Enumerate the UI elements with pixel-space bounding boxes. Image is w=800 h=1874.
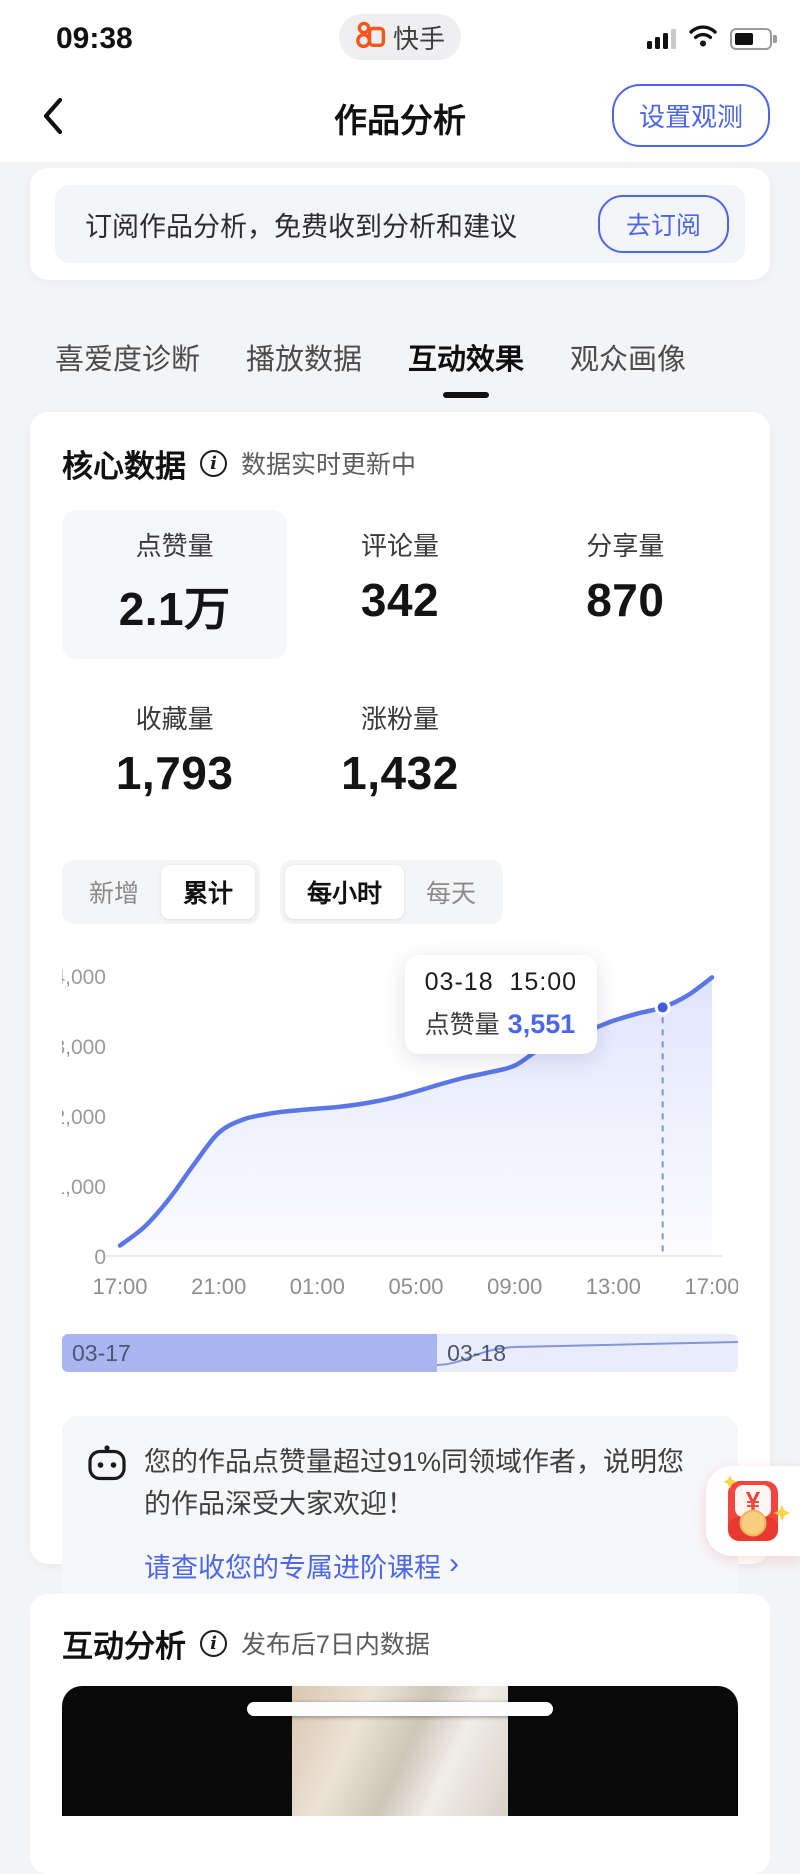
- segment-option-0-0[interactable]: 新增: [89, 880, 140, 908]
- page-title: 作品分析: [334, 102, 466, 139]
- tooltip-datetime: 03-18 15:00: [424, 968, 578, 997]
- course-link[interactable]: 请查收您的专属进阶课程 ›: [144, 1547, 459, 1583]
- segment-option-1-0[interactable]: 每小时: [285, 865, 405, 919]
- realtime-note: 数据实时更新中: [241, 451, 417, 479]
- segment-option-0-1[interactable]: 累计: [161, 865, 256, 919]
- brush-unselected-range[interactable]: 03-18: [437, 1334, 738, 1372]
- svg-text:4,000: 4,000: [62, 966, 106, 989]
- stat-label: 点赞量: [135, 531, 214, 561]
- brush-right-label: 03-18: [447, 1339, 506, 1366]
- seven-day-note: 发布后7日内数据: [241, 1631, 430, 1659]
- svg-text:1,000: 1,000: [62, 1176, 106, 1199]
- svg-text:05:00: 05:00: [388, 1274, 443, 1299]
- tab-bar: 喜爱度诊断 播放数据 互动效果 观众画像: [55, 336, 770, 378]
- cellular-signal-icon: [647, 28, 676, 49]
- chevron-right-icon: ›: [449, 1547, 459, 1581]
- setup-observation-button[interactable]: 设置观测: [611, 84, 770, 147]
- brush-sparkline: [437, 1341, 738, 1366]
- nav-bar: 作品分析 设置观测: [0, 72, 800, 160]
- brush-left-label: 03-17: [72, 1339, 131, 1366]
- kuaishou-logo-icon: [355, 20, 387, 55]
- stat-label: 涨粉量: [360, 704, 439, 734]
- stat-value: 2.1万: [118, 583, 231, 635]
- status-bar: 09:38 快手: [0, 0, 800, 72]
- tab-3[interactable]: 观众画像: [570, 344, 687, 376]
- segmented-group-0: 新增 累计: [62, 860, 261, 924]
- svg-text:01:00: 01:00: [290, 1274, 345, 1299]
- svg-text:21:00: 21:00: [191, 1274, 246, 1299]
- subscribe-card: 订阅作品分析，免费收到分析和建议 去订阅: [30, 168, 770, 280]
- stats-grid: 点赞量 2.1万 评论量 342 分享量 870 收藏量 1,793 涨粉量 1,432: [62, 510, 738, 820]
- stat-label: 评论量: [360, 531, 439, 561]
- stat-cell-3[interactable]: 收藏量 1,793: [62, 683, 287, 820]
- tab-0[interactable]: 喜爱度诊断: [55, 344, 201, 376]
- battery-icon: [730, 27, 777, 50]
- video-timeline-bar[interactable]: [62, 1686, 738, 1816]
- insight-text: 您的作品点赞量超过91%同领域作者，说明您的作品深受大家欢迎！: [144, 1447, 685, 1519]
- header-area: 09:38 快手: [0, 0, 800, 162]
- tab-1[interactable]: 播放数据: [246, 344, 363, 376]
- stat-value: 342: [360, 574, 440, 626]
- subscribe-banner: 订阅作品分析，免费收到分析和建议 去订阅: [55, 185, 745, 263]
- svg-text:13:00: 13:00: [586, 1274, 641, 1299]
- kuaishou-app-name: 快手: [392, 23, 446, 54]
- robot-icon: [86, 1442, 128, 1585]
- stat-value: 870: [586, 574, 665, 626]
- info-icon[interactable]: i: [200, 449, 227, 477]
- insight-card: 您的作品点赞量超过91%同领域作者，说明您的作品深受大家欢迎！ 请查收您的专属进…: [62, 1416, 738, 1611]
- segment-option-1-1[interactable]: 每天: [426, 880, 477, 908]
- date-range-brush[interactable]: 03-17 03-18: [62, 1334, 738, 1372]
- svg-text:3,000: 3,000: [62, 1036, 106, 1059]
- chart-filters: 新增 累计 每小时 每天: [62, 860, 738, 924]
- svg-text:0: 0: [94, 1246, 106, 1269]
- chart-svg: 0 1,000 2,000 3,000 4,000 17:00 21:00 01:00 05:0…: [62, 966, 738, 1299]
- core-data-card: 核心数据 i 数据实时更新中 点赞量 2.1万 评论量 342 分享量 870 收藏量 1,7…: [30, 412, 770, 1611]
- svg-text:17:00: 17:00: [684, 1274, 738, 1299]
- stat-cell-4[interactable]: 涨粉量 1,432: [287, 683, 512, 820]
- interaction-analysis-card: 互动分析 i 发布后7日内数据: [30, 1594, 770, 1874]
- red-envelope-icon: ¥: [723, 1475, 790, 1541]
- red-envelope-button[interactable]: ¥: [706, 1466, 800, 1556]
- svg-text:2,000: 2,000: [62, 1106, 106, 1129]
- core-data-title: 核心数据: [62, 448, 186, 484]
- segmented-group-1: 每小时 每天: [280, 860, 504, 924]
- interaction-analysis-title: 互动分析: [62, 1628, 186, 1664]
- wifi-icon: [688, 24, 718, 53]
- stat-label: 收藏量: [135, 704, 214, 734]
- subscribe-text: 订阅作品分析，免费收到分析和建议: [85, 211, 517, 242]
- back-button[interactable]: [34, 92, 74, 140]
- tooltip-value: 点赞量 3,551: [424, 1009, 576, 1040]
- stat-label: 分享量: [586, 531, 665, 561]
- stat-cell-0[interactable]: 点赞量 2.1万: [62, 510, 288, 659]
- info-icon[interactable]: i: [200, 1629, 227, 1657]
- svg-text:¥: ¥: [746, 1486, 761, 1516]
- go-subscribe-button[interactable]: 去订阅: [597, 195, 729, 253]
- svg-text:09:00: 09:00: [487, 1274, 542, 1299]
- timeline-scrubber[interactable]: [247, 1702, 553, 1716]
- brush-selected-range[interactable]: 03-17: [62, 1334, 438, 1372]
- stat-value: 1,793: [115, 747, 234, 799]
- stat-cell-2[interactable]: 分享量 870: [513, 510, 738, 659]
- clock-time: 09:38: [56, 22, 133, 55]
- svg-text:17:00: 17:00: [92, 1274, 147, 1299]
- tab-2[interactable]: 互动效果: [408, 336, 524, 378]
- chart-tooltip: 03-18 15:00 点赞量 3,551: [404, 955, 598, 1055]
- stat-cell-1[interactable]: 评论量 342: [287, 510, 512, 659]
- kuaishou-app-badge[interactable]: 快手: [338, 14, 462, 60]
- stat-value: 1,432: [341, 747, 459, 799]
